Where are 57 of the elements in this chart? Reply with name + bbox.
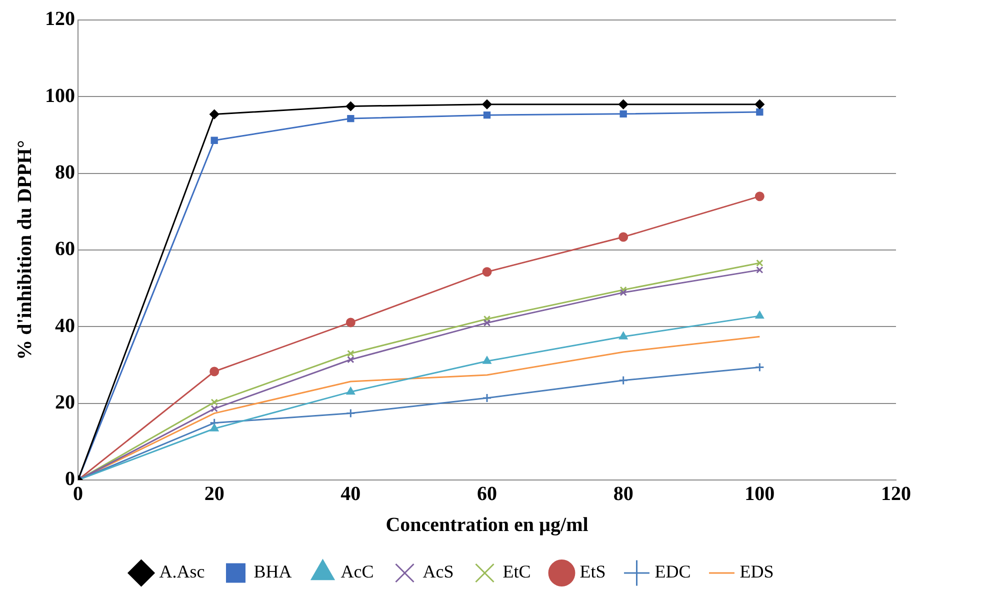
point — [754, 192, 764, 202]
point — [347, 114, 354, 122]
point — [346, 387, 355, 395]
y-axis-title: % d'inhibition du DPPH° — [14, 140, 36, 360]
legend-label: A.Asc — [159, 562, 205, 582]
point — [210, 424, 219, 432]
point — [347, 350, 354, 358]
point — [482, 100, 492, 110]
point — [483, 111, 491, 119]
y-tick-label: 20 — [55, 392, 75, 414]
x-axis-title: Concentration en µg/ml — [386, 514, 589, 536]
point — [210, 136, 218, 144]
point — [754, 362, 764, 372]
y-tick-label: 100 — [45, 84, 75, 107]
point — [756, 259, 764, 267]
point — [756, 266, 764, 274]
y-tick-label: 40 — [55, 314, 75, 337]
legend-label: BHA — [254, 562, 292, 582]
legend-label: AcC — [340, 562, 374, 582]
point — [618, 376, 628, 386]
point — [210, 110, 220, 120]
point — [618, 232, 628, 242]
point — [756, 108, 764, 116]
x-tick-label: 60 — [477, 483, 497, 506]
point — [482, 356, 492, 364]
point — [210, 405, 218, 412]
point — [483, 319, 491, 326]
y-tick-label: 60 — [55, 238, 75, 260]
point — [620, 286, 627, 294]
point — [347, 356, 354, 364]
point — [618, 100, 628, 110]
point — [755, 311, 764, 319]
point — [346, 102, 356, 111]
point — [210, 398, 218, 406]
x-tick-label: 80 — [613, 483, 634, 506]
point — [754, 100, 764, 110]
legend-label: EDS — [740, 562, 774, 582]
legend-label: EDC — [654, 562, 691, 582]
point — [210, 366, 220, 376]
legend-label: EtC — [502, 562, 531, 582]
y-tick-label: 120 — [45, 8, 75, 30]
legend-label: EtS — [580, 562, 606, 582]
point — [346, 318, 356, 328]
point — [346, 408, 356, 418]
x-tick-label: 20 — [204, 483, 224, 506]
point — [482, 393, 492, 403]
y-tick-label: 80 — [55, 162, 75, 184]
point — [483, 315, 491, 323]
point — [482, 267, 492, 277]
point — [620, 288, 627, 296]
point — [619, 332, 628, 340]
legend-label: AcS — [422, 562, 454, 582]
point — [620, 110, 627, 118]
x-tick-label: 120 — [881, 483, 911, 506]
x-tick-label: 40 — [340, 483, 361, 506]
y-tick-label: 0 — [65, 468, 75, 490]
x-tick-label: 100 — [744, 483, 775, 506]
